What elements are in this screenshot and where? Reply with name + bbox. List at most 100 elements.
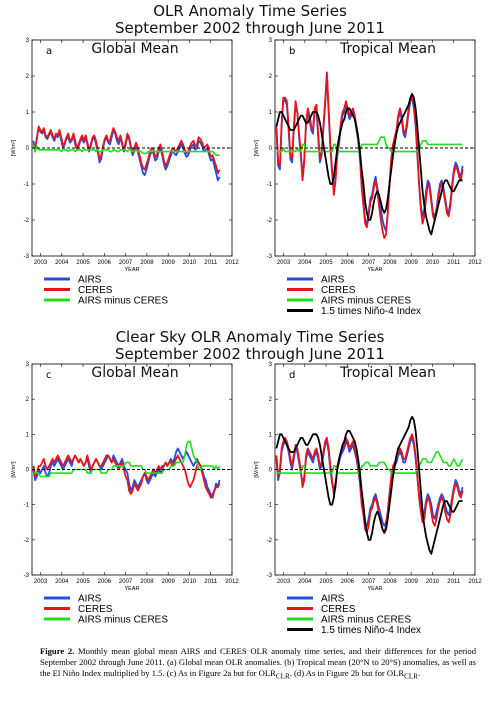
legend-label: AIRS bbox=[321, 594, 345, 605]
legend-label: CERES bbox=[321, 604, 356, 615]
x-tick-label: 2012 bbox=[225, 260, 239, 266]
y-tick-label: -1 bbox=[24, 503, 30, 509]
x-tick-label: 2006 bbox=[341, 579, 355, 585]
y-tick-label: 1 bbox=[269, 432, 273, 438]
panel-title: Global Mean bbox=[91, 365, 178, 381]
x-tick-label: 2007 bbox=[362, 260, 376, 266]
x-tick-label: 2008 bbox=[383, 260, 397, 266]
x-tick-label: 2010 bbox=[426, 579, 440, 585]
x-tick-label: 2005 bbox=[76, 260, 90, 266]
series-group bbox=[32, 125, 221, 182]
legend-label: 1.5 times Niño-4 Index bbox=[321, 625, 421, 636]
legend-label: AIRS minus CERES bbox=[321, 615, 411, 626]
y-tick-label: 3 bbox=[26, 362, 30, 368]
x-tick-label: 2009 bbox=[404, 579, 418, 585]
y-tick-label: -2 bbox=[24, 218, 30, 224]
y-tick-label: -3 bbox=[24, 573, 30, 579]
y-tick-label: -1 bbox=[24, 182, 30, 188]
series-group bbox=[275, 415, 464, 555]
x-tick-label: 2004 bbox=[298, 260, 312, 266]
panel-a: -3 -2 -1 0 1 2 3 2003 2004 2005 2006 2007 2008 2009 20… bbox=[11, 38, 239, 307]
x-tick-label: 2010 bbox=[426, 260, 440, 266]
x-tick-label: 2003 bbox=[277, 260, 291, 266]
series-line-ceres bbox=[275, 71, 464, 239]
caption-end: . bbox=[418, 667, 421, 678]
series-line-airs-minus-ceres bbox=[32, 144, 220, 156]
y-axis-label: [W/m²] bbox=[11, 139, 17, 156]
y-tick-label: 0 bbox=[269, 468, 273, 474]
y-tick-label: 1 bbox=[26, 432, 30, 438]
y-tick-label: -1 bbox=[267, 182, 273, 188]
y-tick-label: 2 bbox=[269, 74, 273, 80]
x-tick-label: 2008 bbox=[140, 579, 154, 585]
section-1-title-line2: September 2002 through June 2011 bbox=[115, 19, 385, 37]
legend-label: CERES bbox=[78, 285, 113, 296]
caption-label: Figure 2. bbox=[40, 646, 75, 656]
x-axis-label: YEAR bbox=[368, 586, 383, 592]
panel-title: Global Mean bbox=[91, 41, 178, 57]
legend-label: AIRS minus CERES bbox=[321, 296, 411, 307]
series-line-airs-minus-ceres bbox=[276, 136, 463, 153]
x-tick-label: 2007 bbox=[119, 260, 133, 266]
y-axis-label: [W/m²] bbox=[254, 461, 260, 478]
x-tick-label: 2003 bbox=[34, 260, 48, 266]
y-tick-label: -3 bbox=[267, 254, 273, 260]
series-line-airs-minus-ceres bbox=[33, 440, 221, 478]
y-tick-label: 3 bbox=[269, 38, 273, 44]
panel-letter: b bbox=[289, 46, 295, 57]
y-tick-label: 1 bbox=[269, 110, 273, 116]
panel-letter: a bbox=[46, 46, 52, 57]
legend-label: 1.5 times Niño-4 Index bbox=[321, 306, 421, 317]
section-1-title-line1: OLR Anomaly Time Series bbox=[153, 2, 347, 20]
y-tick-label: -1 bbox=[267, 503, 273, 509]
series-line-airs-minus-ceres bbox=[276, 451, 464, 474]
panel-letter: c bbox=[46, 370, 52, 381]
legend-label: AIRS minus CERES bbox=[78, 615, 168, 626]
y-tick-label: 2 bbox=[26, 74, 30, 80]
y-tick-label: -2 bbox=[24, 538, 30, 544]
x-tick-label: 2006 bbox=[98, 579, 112, 585]
section-2-title-line2: September 2002 through June 2011 bbox=[115, 345, 385, 363]
x-axis-label: YEAR bbox=[125, 586, 140, 592]
legend-label: AIRS minus CERES bbox=[78, 296, 168, 307]
y-tick-label: 0 bbox=[269, 146, 273, 152]
panel-letter: d bbox=[289, 370, 295, 381]
x-tick-label: 2012 bbox=[468, 260, 482, 266]
x-tick-label: 2011 bbox=[447, 579, 461, 585]
series-line-airs bbox=[32, 447, 221, 499]
series-line-1-5-times-ni-o-4-index bbox=[275, 93, 463, 236]
x-tick-label: 2012 bbox=[225, 579, 239, 585]
y-tick-label: 0 bbox=[26, 146, 30, 152]
x-axis-label: YEAR bbox=[125, 267, 140, 273]
x-tick-label: 2004 bbox=[55, 260, 69, 266]
y-tick-label: 3 bbox=[269, 362, 273, 368]
x-tick-label: 2009 bbox=[404, 260, 418, 266]
x-tick-label: 2005 bbox=[76, 579, 90, 585]
series-group bbox=[275, 71, 464, 239]
series-line-1-5-times-ni-o-4-index bbox=[275, 415, 463, 555]
panel-d: -3 -2 -1 0 1 2 3 2003 2004 2005 2006 2007 2008 2009 20… bbox=[254, 362, 482, 636]
figure-caption: Figure 2. Monthly mean global mean AIRS … bbox=[40, 646, 476, 682]
caption-mid: . (d) As in Figure 2b but for OLR bbox=[289, 667, 405, 678]
y-tick-label: 1 bbox=[26, 110, 30, 116]
x-tick-label: 2008 bbox=[140, 260, 154, 266]
y-tick-label: 2 bbox=[269, 397, 273, 403]
x-tick-label: 2010 bbox=[183, 579, 197, 585]
y-tick-label: 0 bbox=[26, 468, 30, 474]
panel-title: Tropical Mean bbox=[339, 41, 436, 57]
x-tick-label: 2003 bbox=[277, 579, 291, 585]
panel-c: -3 -2 -1 0 1 2 3 2003 2004 2005 2006 2007 2008 2009 20… bbox=[11, 362, 239, 626]
legend-label: AIRS bbox=[78, 275, 102, 286]
legend-label: CERES bbox=[78, 604, 113, 615]
x-tick-label: 2009 bbox=[161, 260, 175, 266]
x-tick-label: 2006 bbox=[341, 260, 355, 266]
panel-b: -3 -2 -1 0 1 2 3 2003 2004 2005 2006 2007 2008 2009 20… bbox=[254, 38, 482, 317]
x-tick-label: 2004 bbox=[55, 579, 69, 585]
y-tick-label: -3 bbox=[24, 254, 30, 260]
legend-label: AIRS bbox=[321, 275, 345, 286]
